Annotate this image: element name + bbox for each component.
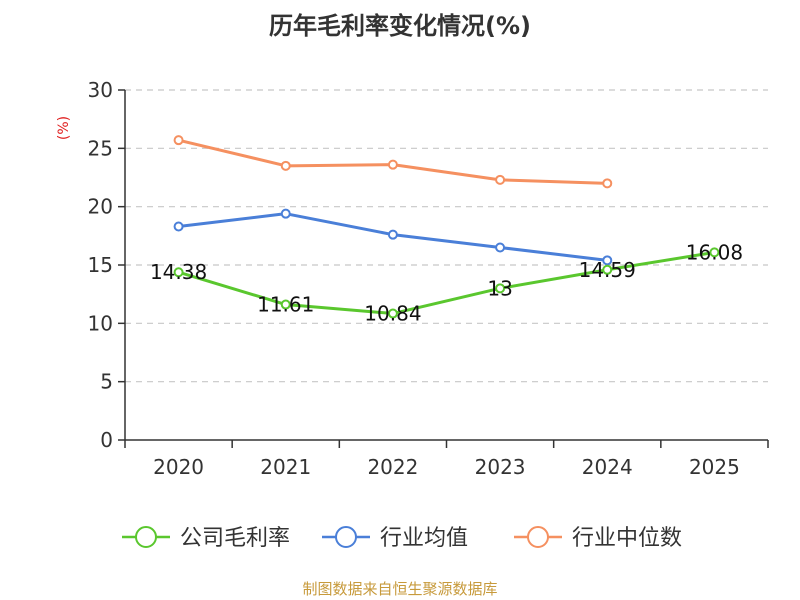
label-layer: 14.38 11.61 10.84 13 14.59 16.08 — [150, 240, 743, 325]
data-point — [173, 135, 184, 146]
chart-title: 历年毛利率变化情况(%) — [269, 12, 531, 40]
data-point — [495, 174, 506, 185]
data-point — [709, 247, 720, 258]
series-line — [178, 250, 715, 316]
data-point — [602, 255, 613, 266]
x-tick-label: 2022 — [367, 455, 418, 479]
data-point — [173, 267, 184, 278]
data-label: 10.84 — [364, 302, 421, 326]
data-point — [280, 160, 291, 171]
data-point — [602, 178, 613, 189]
legend-label: 行业中位数 — [572, 526, 682, 551]
grid-layer — [125, 89, 768, 383]
legend-label: 行业均值 — [380, 526, 468, 551]
data-point — [173, 221, 184, 232]
legend-layer: 公司毛利率 行业均值 行业中位数 — [122, 526, 682, 551]
data-point — [387, 308, 398, 319]
x-tick-label: 2024 — [582, 455, 633, 479]
series-layer — [173, 135, 720, 319]
x-tick-label: 2025 — [689, 455, 740, 479]
y-tick-label: 25 — [88, 136, 113, 160]
data-point — [280, 208, 291, 219]
y-tick-label: 20 — [88, 195, 113, 219]
y-tick-label: 5 — [100, 370, 113, 394]
data-label: 11.61 — [257, 293, 314, 317]
data-point — [280, 299, 291, 310]
x-tick-label: 2021 — [260, 455, 311, 479]
y-tick-label: 15 — [88, 253, 113, 277]
y-tick-label: 10 — [88, 311, 113, 335]
legend-circle-symbol — [527, 526, 549, 548]
data-label: 13 — [487, 276, 512, 300]
legend-circle-symbol — [135, 526, 157, 548]
data-label: 16.08 — [686, 240, 743, 264]
x-tick-label: 2020 — [153, 455, 204, 479]
y-tick-label: 30 — [88, 78, 113, 102]
data-point — [387, 159, 398, 170]
data-point — [602, 264, 613, 275]
x-tick-label: 2023 — [475, 455, 526, 479]
y-tick-label: 0 — [100, 428, 113, 452]
y-axis-unit-label: (%) — [56, 116, 72, 140]
source-note: 制图数据来自恒生聚源数据库 — [302, 580, 498, 598]
data-point — [495, 242, 506, 253]
legend-label: 公司毛利率 — [180, 526, 290, 551]
data-point — [387, 229, 398, 240]
data-label: 14.38 — [150, 260, 207, 284]
data-point — [495, 283, 506, 294]
legend-circle-symbol — [335, 526, 357, 548]
data-label: 14.59 — [579, 258, 636, 282]
